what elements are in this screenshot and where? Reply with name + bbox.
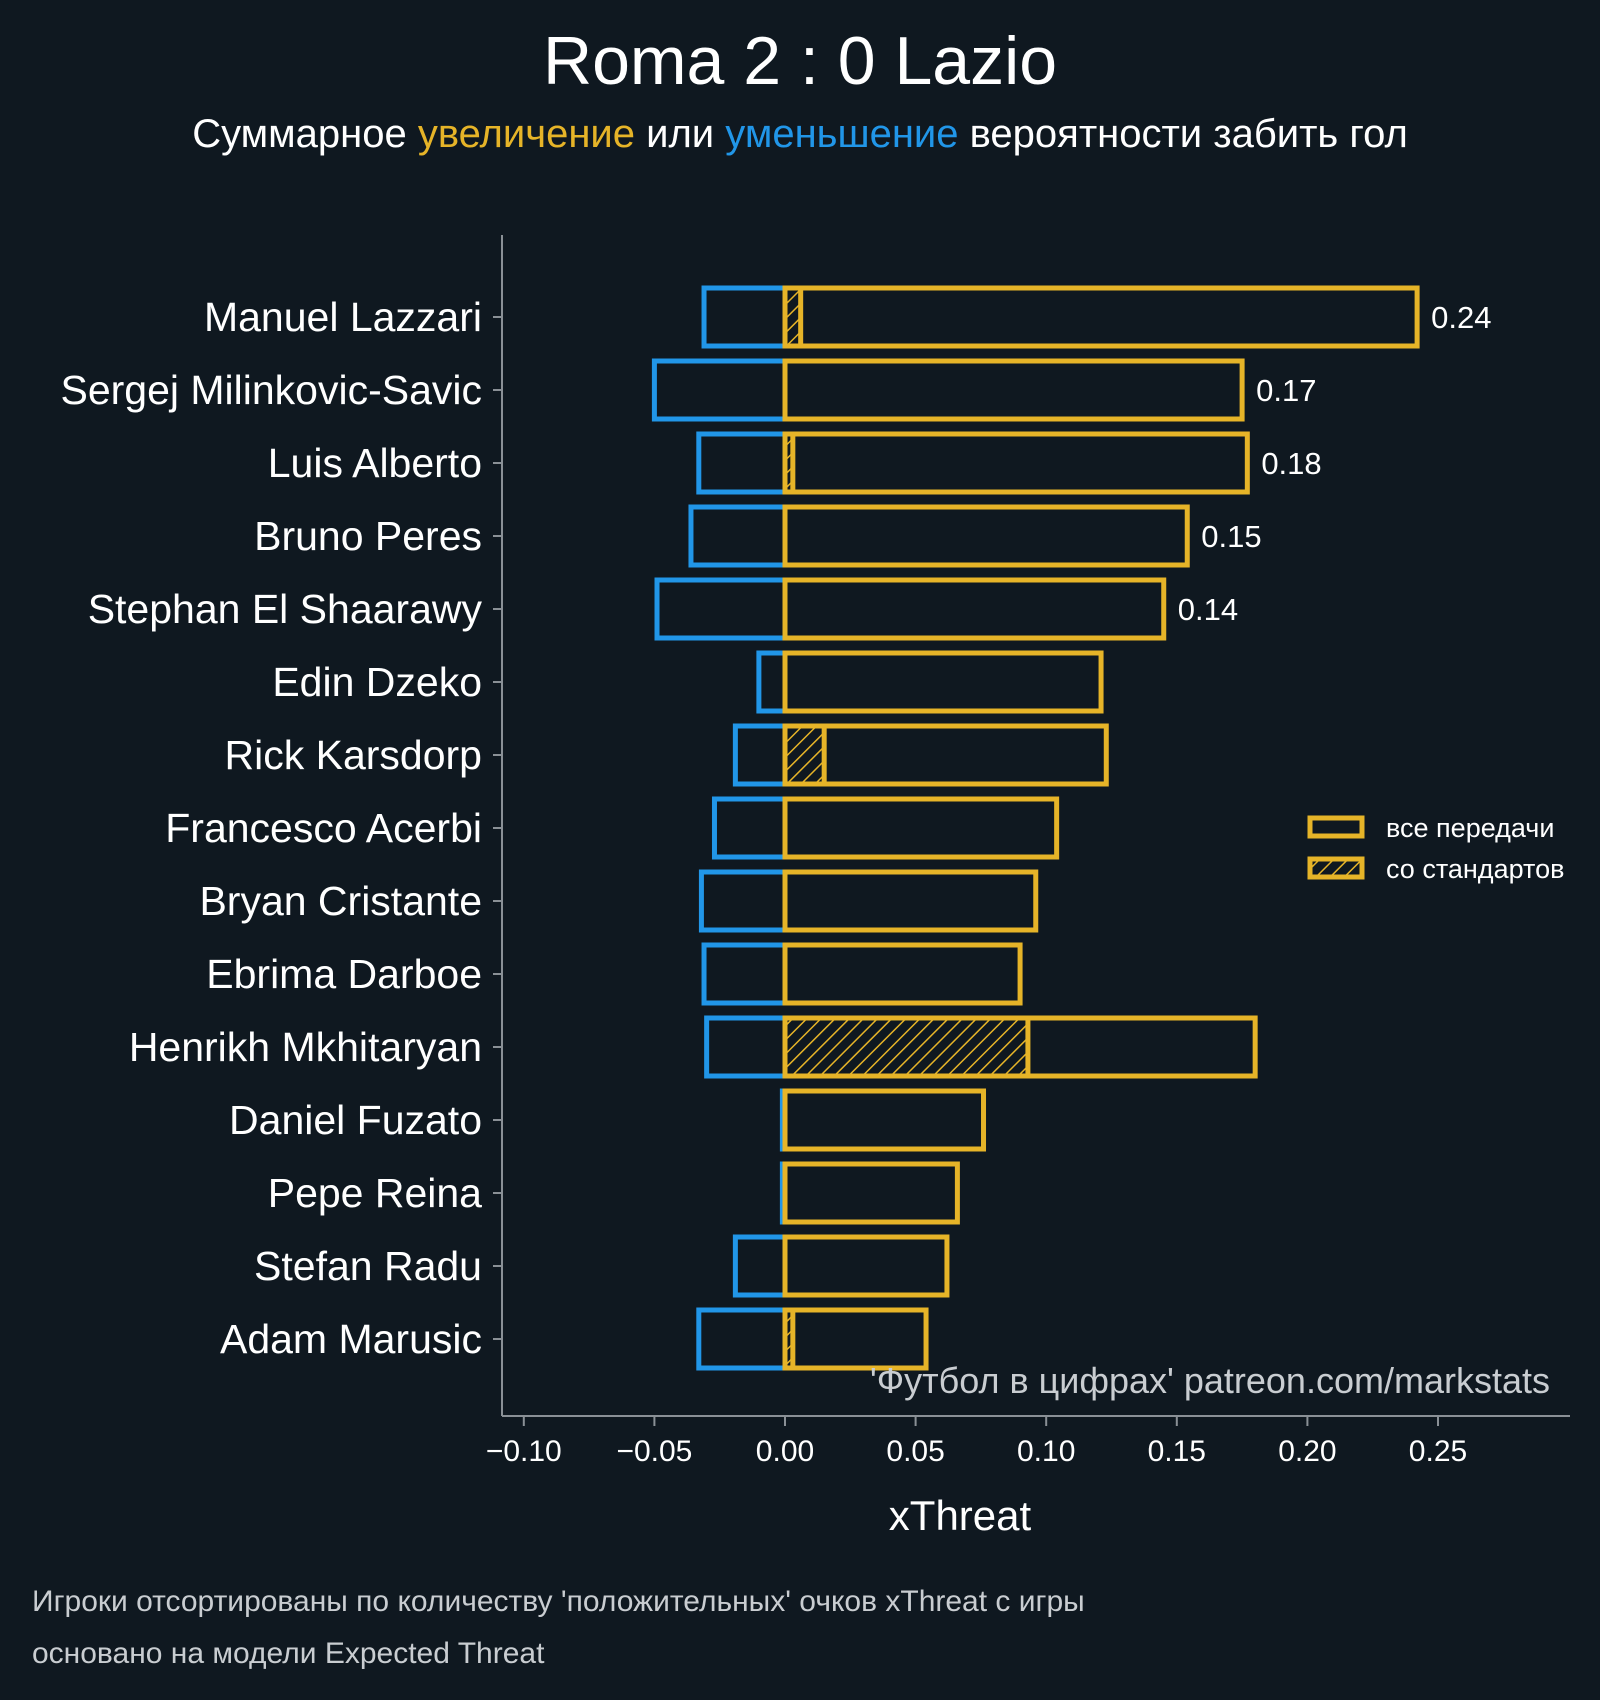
negative-bar [698, 869, 788, 933]
negative-bar [696, 1307, 788, 1371]
player-label: Rick Karsdorp [225, 732, 482, 778]
positive-bar [782, 1161, 960, 1225]
watermark-text: 'Футбол в цифрах' patreon.com/markstats [870, 1360, 1550, 1401]
x-tick-label: 0.15 [1148, 1435, 1206, 1468]
legend-label-set-pieces: со стандартов [1386, 854, 1564, 884]
negative-bar [701, 285, 788, 349]
player-label: Bruno Peres [254, 513, 482, 559]
subtitle-increase-word: увеличение [417, 112, 635, 156]
x-tick-label: 0.20 [1278, 1435, 1336, 1468]
subtitle-prefix: Суммарное [192, 112, 418, 156]
negative-bar [651, 358, 788, 422]
subtitle-decrease-word: уменьшение [725, 112, 959, 156]
negative-bar [688, 504, 788, 568]
positive-bar [782, 869, 1039, 933]
positive-bar [782, 796, 1060, 860]
positive-bar [782, 504, 1190, 568]
positive-bar [782, 1307, 929, 1371]
x-tick-label: 0.10 [1017, 1435, 1075, 1468]
player-label: Ebrima Darboe [206, 951, 482, 997]
set-piece-bar [782, 723, 827, 787]
chart-subtitle: Суммарное увеличение или уменьшение веро… [0, 112, 1600, 157]
positive-bar [782, 358, 1245, 422]
positive-bar [782, 285, 1420, 349]
x-tick-label: −0.10 [486, 1435, 562, 1468]
player-label: Daniel Fuzato [229, 1097, 482, 1143]
bar-value-label: 0.17 [1256, 373, 1316, 408]
player-label: Bryan Cristante [199, 878, 482, 924]
player-label: Luis Alberto [268, 440, 482, 486]
player-label: Adam Marusic [220, 1316, 482, 1362]
x-tick-label: −0.05 [616, 1435, 692, 1468]
player-label: Henrikh Mkhitaryan [129, 1024, 482, 1070]
negative-bar [704, 1015, 788, 1079]
negative-bar [701, 942, 788, 1006]
chart-title: Roma 2 : 0 Lazio [542, 23, 1058, 99]
positive-bar [782, 723, 1109, 787]
footnote-model: основано на модели Expected Threat [32, 1637, 545, 1670]
subtitle-suffix: вероятности забить гол [958, 112, 1408, 156]
x-tick-label: 0.25 [1409, 1435, 1467, 1468]
negative-bar [732, 1234, 788, 1298]
legend-swatch-set-pieces [1307, 856, 1365, 880]
player-label: Manuel Lazzari [204, 294, 482, 340]
x-axis-label: xThreat [889, 1492, 1032, 1539]
x-tick-label: 0.00 [756, 1435, 814, 1468]
negative-bar [654, 577, 788, 641]
bar-value-label: 0.18 [1261, 446, 1321, 481]
player-label: Edin Dzeko [272, 659, 482, 705]
footnote-sorting: Игроки отсортированы по количеству 'поло… [32, 1585, 1085, 1618]
player-label: Stephan El Shaarawy [88, 586, 483, 632]
bar-value-label: 0.14 [1178, 592, 1238, 627]
subtitle-middle: или [635, 112, 726, 156]
negative-bar [696, 431, 788, 495]
player-label: Francesco Acerbi [165, 805, 482, 851]
positive-bar [782, 650, 1104, 714]
positive-bar [782, 1234, 950, 1298]
negative-bar [756, 650, 788, 714]
positive-bar [782, 577, 1167, 641]
positive-bar [782, 1015, 1258, 1079]
x-tick-label: 0.05 [886, 1435, 944, 1468]
player-label: Sergej Milinkovic-Savic [60, 367, 482, 413]
legend-swatch-all-passes [1307, 815, 1365, 839]
positive-bar [782, 431, 1250, 495]
bar-value-label: 0.15 [1201, 519, 1261, 554]
legend-label-all-passes: все передачи [1386, 813, 1554, 843]
player-label: Stefan Radu [254, 1243, 482, 1289]
bar-value-label: 0.24 [1431, 300, 1491, 335]
positive-bar [782, 1088, 987, 1152]
negative-bar [732, 723, 788, 787]
negative-bar [711, 796, 788, 860]
set-piece-bar [782, 1015, 1031, 1079]
positive-bar [782, 942, 1023, 1006]
player-label: Pepe Reina [268, 1170, 482, 1216]
